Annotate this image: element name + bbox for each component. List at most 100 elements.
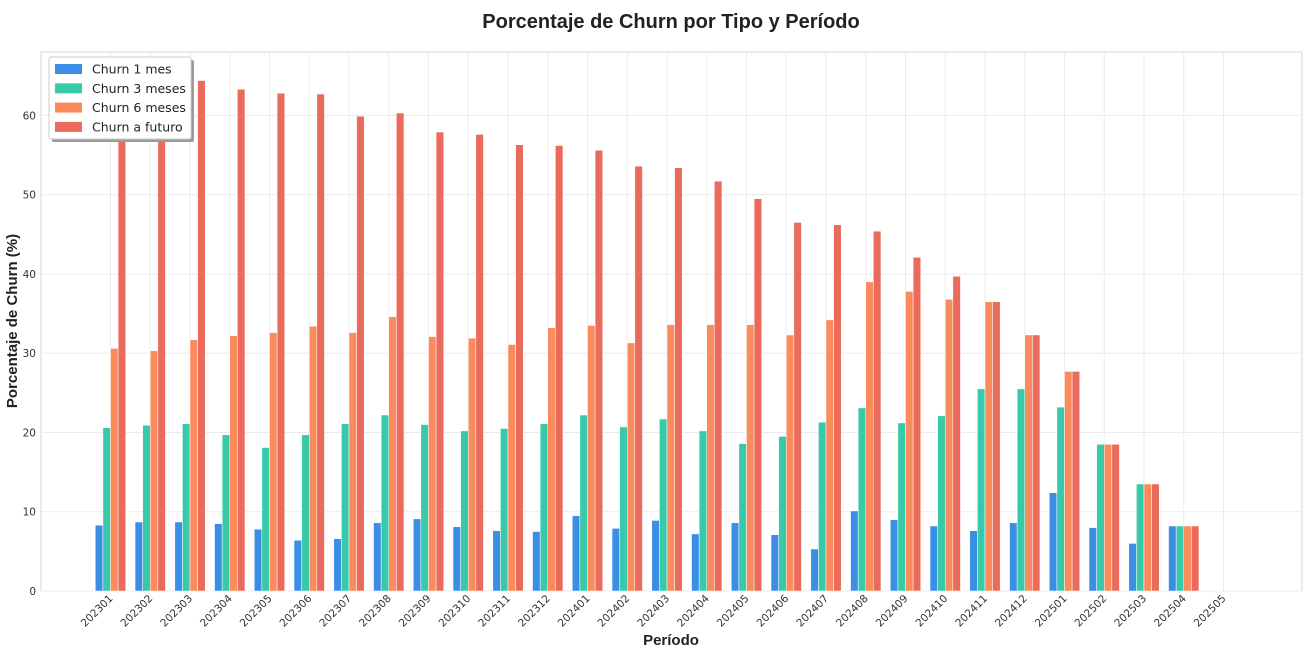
bar [380, 414, 389, 592]
bar [269, 332, 278, 592]
bar [309, 326, 318, 592]
bar [738, 443, 747, 592]
y-tick-label: 10 [23, 507, 36, 519]
legend-swatch [55, 64, 82, 74]
bar [1191, 525, 1200, 592]
bar [237, 89, 246, 592]
chart-title: Porcentaje de Churn por Tipo y Período [482, 11, 859, 33]
bar [905, 291, 914, 592]
bar [547, 327, 556, 592]
bar [341, 423, 350, 592]
bar [611, 528, 620, 592]
bar [890, 519, 899, 592]
bar [912, 257, 921, 592]
bar [1024, 334, 1033, 592]
bar [276, 92, 285, 592]
bar [992, 301, 1001, 592]
legend-swatch [55, 102, 82, 113]
bar [261, 447, 270, 592]
bar [897, 422, 906, 592]
bar [977, 388, 986, 592]
bar [1128, 543, 1137, 592]
bar [110, 348, 119, 592]
bar [945, 299, 954, 592]
bar [1016, 388, 1026, 592]
bar [555, 145, 564, 592]
bar [1168, 525, 1177, 592]
bar [634, 165, 643, 592]
bar [420, 424, 429, 592]
legend-swatch [55, 121, 82, 132]
bar [388, 316, 397, 592]
bar [1175, 525, 1185, 592]
bar [1009, 522, 1018, 592]
bar [532, 531, 541, 592]
bar [873, 230, 882, 592]
legend-swatch [55, 83, 82, 94]
bar [435, 131, 444, 592]
bar [1071, 371, 1080, 592]
bar [475, 134, 484, 592]
bar [731, 522, 740, 592]
bar [619, 426, 628, 592]
series-0-bars [95, 492, 1177, 592]
legend-label: Churn 1 mes [92, 62, 172, 77]
bar [117, 130, 126, 592]
bar [786, 334, 795, 592]
y-tick-label: 40 [23, 269, 36, 281]
bar [770, 534, 779, 592]
bar [1136, 483, 1145, 592]
series-2-bars [110, 281, 1192, 592]
bar [952, 276, 961, 592]
bar [818, 421, 827, 592]
bar [221, 434, 230, 592]
bar [714, 180, 723, 592]
bar [150, 350, 159, 592]
bar [293, 540, 302, 592]
bar [428, 336, 437, 592]
bar [356, 115, 365, 592]
bar [413, 518, 422, 592]
bar [539, 423, 549, 592]
bar [1104, 444, 1113, 592]
bar [214, 523, 223, 592]
y-tick-label: 60 [23, 110, 36, 122]
bar [691, 533, 700, 592]
bar [452, 526, 461, 592]
y-axis-ticks: 0 10 20 30 40 50 60 [23, 110, 36, 598]
bar [627, 342, 636, 592]
bar [95, 524, 104, 592]
bar [182, 423, 191, 592]
bar [666, 324, 675, 592]
bar [850, 510, 859, 592]
bar [969, 530, 978, 592]
legend: Churn 1 mes Churn 3 meses Churn 6 meses Chu… [48, 56, 194, 142]
bar [651, 520, 660, 592]
bar [753, 198, 762, 592]
bars-group [95, 80, 1200, 592]
bar [174, 521, 183, 592]
bar [507, 344, 516, 592]
bar [778, 436, 787, 592]
bar [1049, 492, 1058, 592]
bar [1064, 371, 1073, 592]
legend-box [48, 56, 192, 140]
bar [348, 332, 357, 592]
legend-label: Churn a futuro [92, 119, 183, 134]
bar [674, 167, 683, 592]
bar [301, 434, 310, 592]
bar [396, 112, 405, 592]
bar [468, 337, 477, 592]
bar [1111, 444, 1120, 592]
legend-label: Churn 6 meses [92, 100, 186, 115]
bar [793, 222, 802, 592]
y-axis-label: Porcentaje de Churn (%) [4, 234, 21, 408]
bar [572, 515, 581, 592]
bar [1143, 483, 1152, 592]
bar [1151, 483, 1160, 592]
bar [659, 418, 668, 592]
bar [142, 425, 151, 592]
x-axis-label: Período [643, 632, 699, 649]
y-tick-label: 0 [29, 586, 36, 598]
grid-lines [41, 52, 1302, 592]
